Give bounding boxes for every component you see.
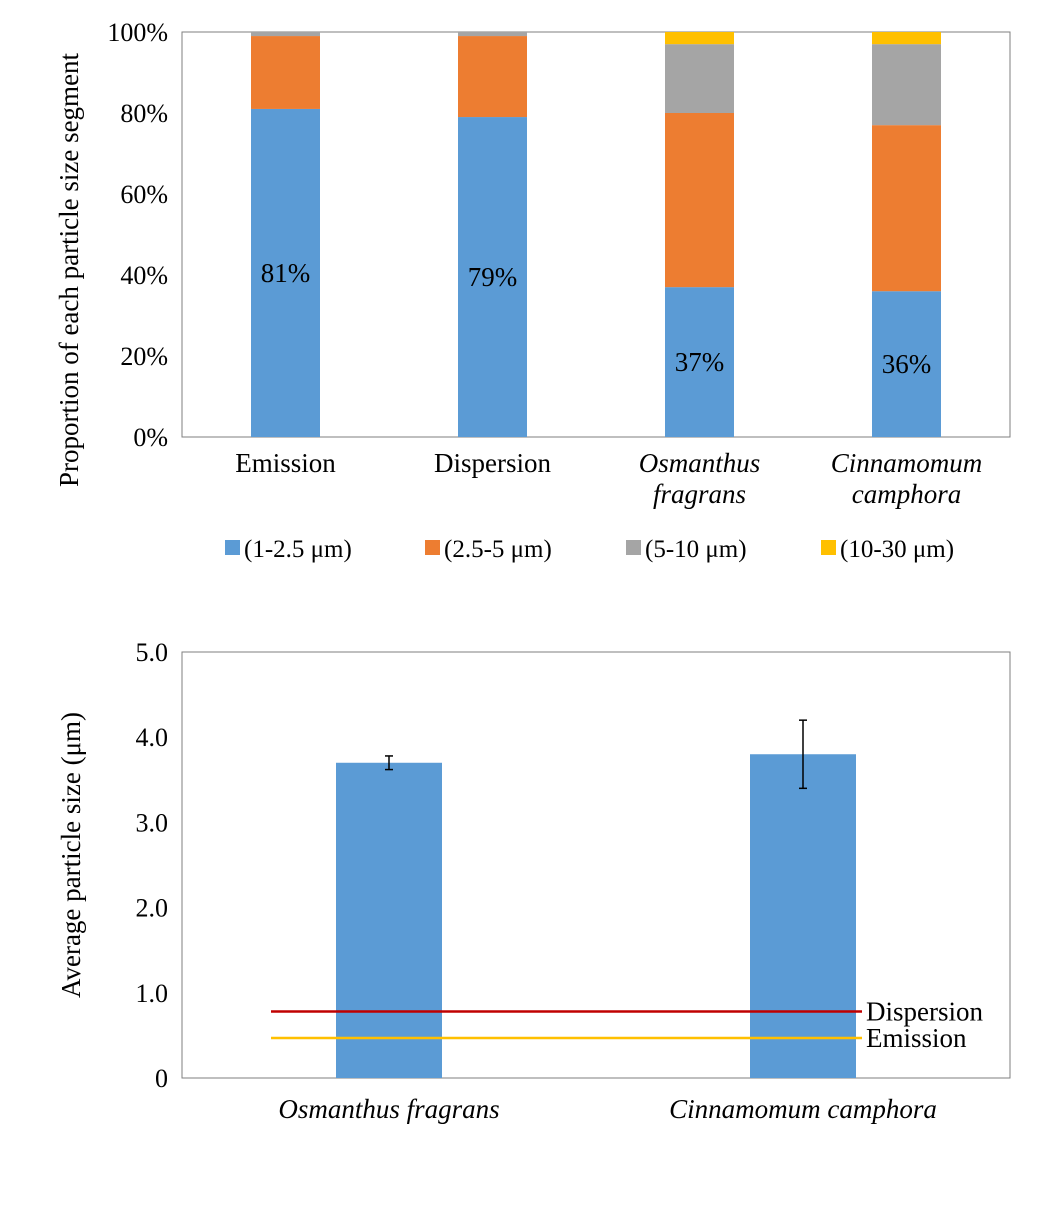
plot-area — [181, 31, 1011, 438]
bar-segment — [665, 113, 734, 288]
y-tick-label: 1.0 — [136, 979, 169, 1008]
category-label: Emission — [235, 448, 336, 478]
bar-segment — [458, 117, 527, 438]
category-label: Cinnamomum — [831, 448, 983, 478]
bar-segment — [458, 36, 527, 118]
bar — [336, 762, 442, 1078]
data-label: 36% — [882, 349, 932, 379]
legend-swatch — [225, 540, 240, 555]
plot-area — [181, 651, 1011, 1079]
data-label: 81% — [261, 258, 311, 288]
legend-label: (1-2.5 μm) — [244, 536, 352, 563]
y-tick-label: 0 — [155, 1064, 168, 1093]
data-label: 79% — [468, 262, 518, 292]
bar-segment — [458, 32, 527, 37]
bar-segment — [872, 291, 941, 437]
legend-label: (5-10 μm) — [645, 536, 747, 563]
y-tick-label: 60% — [120, 180, 168, 209]
category-label: Osmanthus fragrans — [278, 1094, 499, 1124]
bar-segment — [665, 287, 734, 437]
average-size-bar-chart: Osmanthus fragrans Cinnamomum camphora Dis… — [56, 638, 1011, 1124]
bar-segment — [251, 108, 320, 437]
y-tick-label: 80% — [120, 99, 168, 128]
category-label: Dispersion — [434, 448, 551, 478]
bar-segment — [872, 32, 941, 45]
category-label: Cinnamomum camphora — [669, 1094, 937, 1124]
legend-swatch — [425, 540, 440, 555]
stacked-bar-chart: 81% Emission 79% Dispersion 37% Osmanthusfrag… — [54, 18, 1011, 563]
y-tick-label: 3.0 — [136, 808, 169, 837]
legend-swatch — [821, 540, 836, 555]
legend-label: (10-30 μm) — [840, 536, 954, 563]
bar-segment — [872, 44, 941, 126]
y-tick-label: 20% — [120, 342, 168, 371]
bar-segment — [251, 32, 320, 37]
y-tick-label: 0% — [133, 423, 168, 452]
bar-segment — [251, 36, 320, 109]
y-axis-label: Proportion of each particle size segment — [54, 52, 84, 487]
bar-segment — [665, 32, 734, 45]
data-label: 37% — [675, 347, 725, 377]
y-tick-label: 2.0 — [136, 894, 169, 923]
bar-segment — [665, 44, 734, 113]
reference-line-label: Dispersion — [866, 997, 983, 1027]
y-axis-label: Average particle size (μm) — [56, 712, 86, 998]
bar-segment — [872, 125, 941, 292]
reference-line-label: Emission — [866, 1023, 967, 1053]
y-tick-label: 100% — [107, 18, 168, 47]
legend-label: (2.5-5 μm) — [444, 536, 552, 563]
bar — [750, 754, 856, 1078]
y-tick-label: 5.0 — [136, 638, 169, 667]
legend-swatch — [626, 540, 641, 555]
y-tick-label: 40% — [120, 261, 168, 290]
category-label: fragrans — [653, 479, 746, 509]
category-label: camphora — [852, 479, 962, 509]
category-label: Osmanthus — [639, 448, 761, 478]
y-tick-label: 4.0 — [136, 723, 169, 752]
